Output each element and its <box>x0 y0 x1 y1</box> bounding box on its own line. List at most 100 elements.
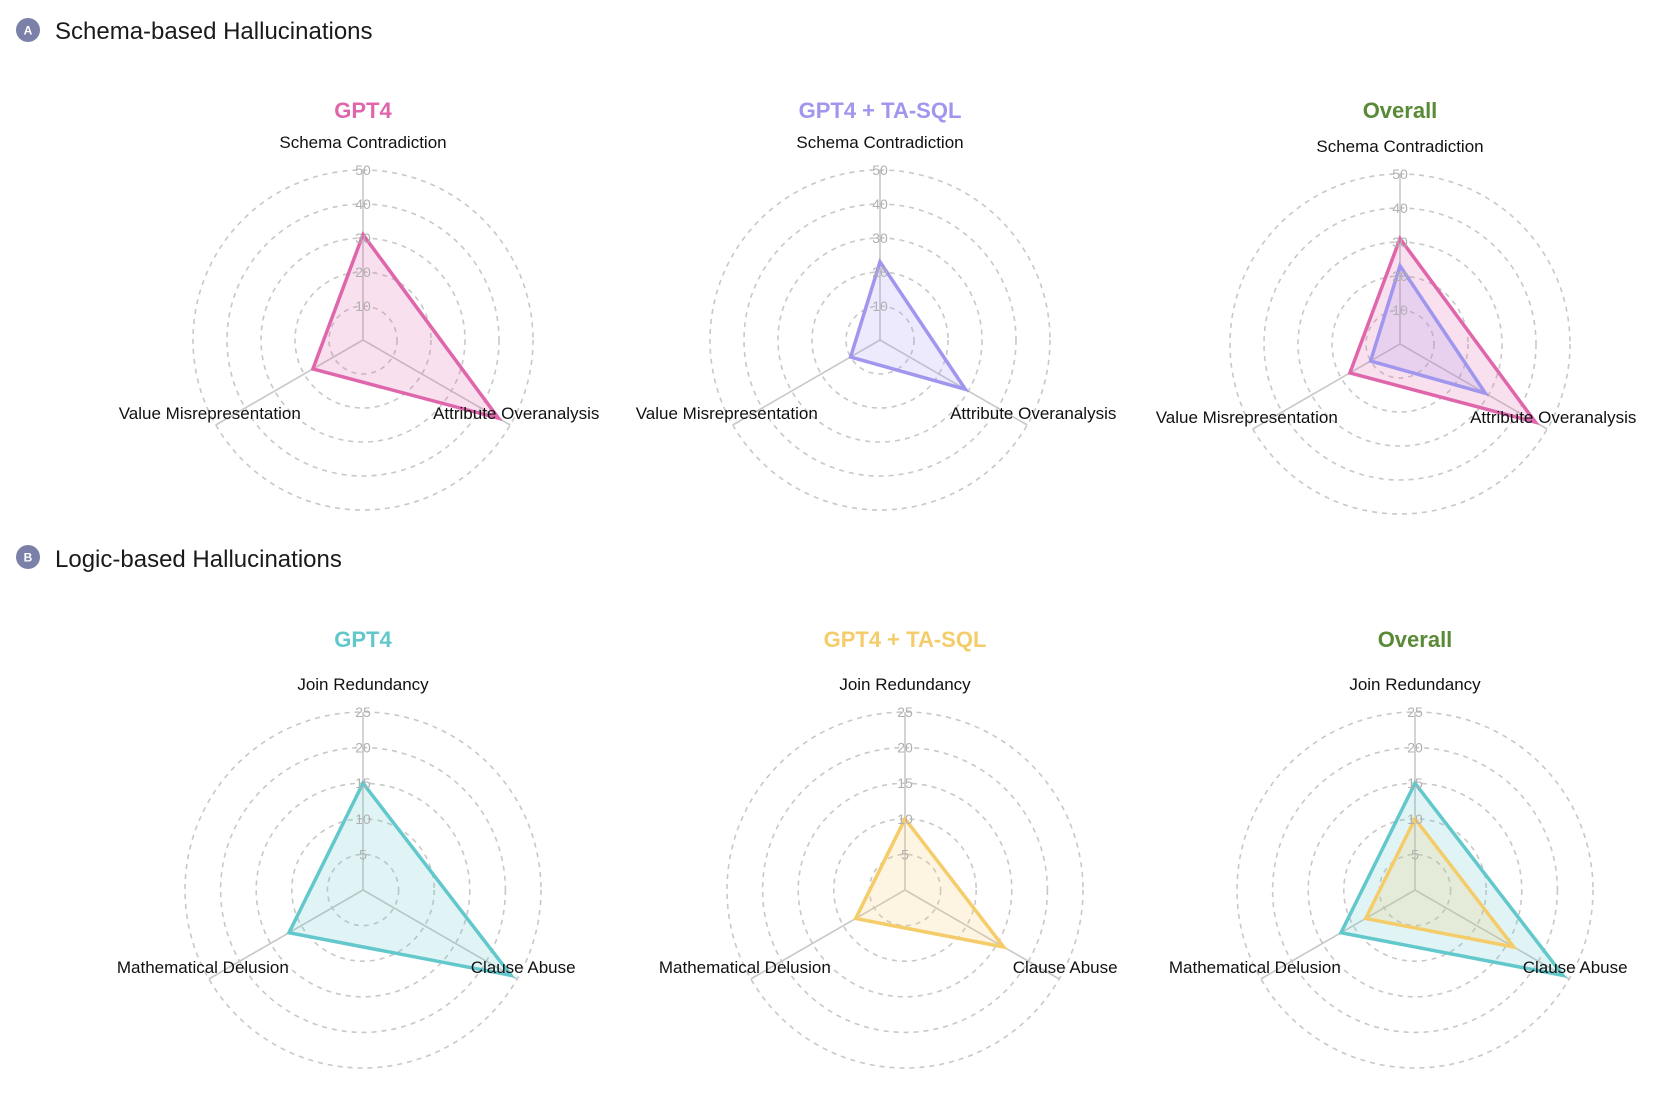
axis-label: Schema Contradiction <box>796 133 963 152</box>
axis-label: Clause Abuse <box>471 958 576 977</box>
radar-chart: 5 10 15 20 25 Join Redundancy Clause Abuse Math… <box>117 627 576 1069</box>
chart-title: GPT4 + TA-SQL <box>824 627 987 652</box>
chart-title: Overall <box>1363 98 1438 123</box>
tick-label: 20 <box>1392 268 1408 284</box>
tick-label: 10 <box>355 298 371 314</box>
tick-label: 30 <box>1392 234 1408 250</box>
tick-label: 25 <box>1407 704 1423 720</box>
axis-label: Mathematical Delusion <box>117 958 289 977</box>
axis-spoke <box>732 339 881 426</box>
series-polygon <box>286 779 516 978</box>
tick-label: 10 <box>355 811 371 827</box>
chart-title: GPT4 + TA-SQL <box>799 98 962 123</box>
axis-label: Mathematical Delusion <box>659 958 831 977</box>
tick-label: 15 <box>897 775 913 791</box>
axis-label: Clause Abuse <box>1523 958 1628 977</box>
grid-ring <box>326 853 400 927</box>
axis-label: Value Misrepresentation <box>119 404 301 423</box>
axis-label: Schema Contradiction <box>279 133 446 152</box>
tick-label: 50 <box>1392 166 1408 182</box>
radar-chart: 5 10 15 20 25 Join Redundancy Clause Abuse Math… <box>1169 627 1628 1069</box>
axis-spoke <box>1260 889 1416 980</box>
tick-label: 15 <box>355 775 371 791</box>
series-polygon <box>310 230 503 422</box>
section-title: Logic-based Hallucinations <box>55 546 342 573</box>
tick-label: 15 <box>1407 775 1423 791</box>
series-polygon <box>848 257 970 393</box>
tick-label: 25 <box>355 704 371 720</box>
axis-label: Attribute Overanalysis <box>1470 408 1636 427</box>
axis-spoke <box>362 339 511 426</box>
series-polygon <box>853 815 1008 950</box>
axis-label: Attribute Overanalysis <box>433 404 599 423</box>
grid-ring <box>260 237 466 443</box>
section-badge-letter: A <box>24 24 33 38</box>
tick-label: 40 <box>1392 200 1408 216</box>
chart-title: Overall <box>1378 627 1453 652</box>
section-header-logic: B Logic-based Hallucinations <box>16 545 342 573</box>
grid-ring <box>777 237 983 443</box>
axis-spoke <box>208 889 364 980</box>
axis-label: Join Redundancy <box>839 675 971 694</box>
tick-label: 5 <box>359 846 367 862</box>
tick-label: 5 <box>901 846 909 862</box>
radar-chart: 10 20 30 40 50 Schema Contradiction Attribute … <box>636 98 1116 511</box>
grid-ring <box>294 271 432 409</box>
axis-spoke <box>879 339 1028 426</box>
radar-chart: 10 20 30 40 50 Schema Contradiction Attribute … <box>1156 98 1636 515</box>
tick-label: 10 <box>872 298 888 314</box>
series-polygon <box>1338 779 1568 978</box>
radar-chart: 10 20 30 40 50 Schema Contradiction Attribute … <box>119 98 599 511</box>
axis-label: Join Redundancy <box>1349 675 1481 694</box>
axis-spoke <box>750 889 906 980</box>
axis-spoke <box>1399 343 1548 430</box>
tick-label: 10 <box>897 811 913 827</box>
axis-label: Value Misrepresentation <box>1156 408 1338 427</box>
grid-ring <box>811 271 949 409</box>
axis-spoke <box>362 889 518 980</box>
tick-label: 50 <box>355 162 371 178</box>
tick-label: 20 <box>355 264 371 280</box>
series-polygon <box>1363 815 1518 950</box>
section-title: Schema-based Hallucinations <box>55 18 373 45</box>
tick-label: 40 <box>355 196 371 212</box>
axis-spoke <box>904 889 1060 980</box>
tick-label: 30 <box>355 230 371 246</box>
series-polygon <box>1368 261 1490 397</box>
axis-label: Join Redundancy <box>297 675 429 694</box>
chart-title: GPT4 <box>334 627 392 652</box>
tick-label: 5 <box>1411 846 1419 862</box>
tick-label: 50 <box>872 162 888 178</box>
axis-spoke <box>1252 343 1401 430</box>
axis-label: Attribute Overanalysis <box>950 404 1116 423</box>
grid-ring <box>1365 309 1435 379</box>
tick-label: 30 <box>872 230 888 246</box>
grid-ring <box>726 711 1084 1069</box>
grid-ring <box>184 711 542 1069</box>
section-header-schema: A Schema-based Hallucinations <box>16 18 373 45</box>
radar-chart: 5 10 15 20 25 Join Redundancy Clause Abuse Math… <box>659 627 1118 1069</box>
axis-label: Value Misrepresentation <box>636 404 818 423</box>
section-badge <box>16 545 40 569</box>
grid-ring <box>1297 241 1503 447</box>
tick-label: 20 <box>355 740 371 756</box>
axis-label: Schema Contradiction <box>1316 137 1483 156</box>
tick-label: 20 <box>872 264 888 280</box>
grid-ring <box>1236 711 1594 1069</box>
tick-label: 10 <box>1407 811 1423 827</box>
axis-label: Mathematical Delusion <box>1169 958 1341 977</box>
grid-ring <box>328 305 398 375</box>
chart-title: GPT4 <box>334 98 392 123</box>
section-badge <box>16 18 40 42</box>
axis-spoke <box>215 339 364 426</box>
tick-label: 20 <box>897 740 913 756</box>
axis-spoke <box>1414 889 1570 980</box>
grid-ring <box>845 305 915 375</box>
axis-label: Clause Abuse <box>1013 958 1118 977</box>
tick-label: 25 <box>897 704 913 720</box>
section-badge-letter: B <box>24 551 33 565</box>
tick-label: 40 <box>872 196 888 212</box>
grid-ring <box>1331 275 1469 413</box>
tick-label: 10 <box>1392 302 1408 318</box>
